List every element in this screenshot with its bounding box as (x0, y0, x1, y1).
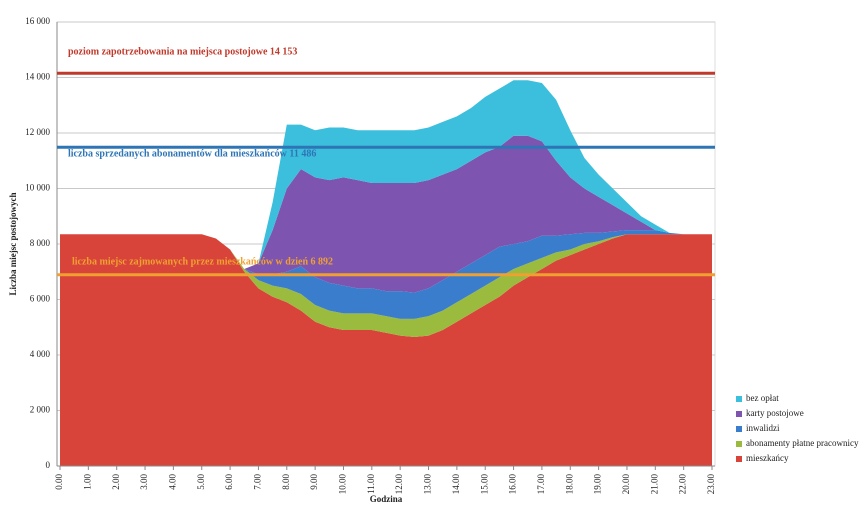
y-tick-label: 12 000 (25, 127, 50, 137)
y-tick-label: 2 000 (30, 405, 51, 415)
area (60, 234, 712, 337)
legend-swatch (736, 411, 742, 417)
area (60, 135, 712, 293)
reference-label: liczba sprzedanych abonamentów dla miesz… (68, 148, 316, 159)
x-tick-label: 18.00 (564, 474, 574, 495)
x-tick-label: 23.00 (706, 474, 716, 495)
y-tick-label: 6 000 (30, 294, 51, 304)
x-tick-label: 9.00 (309, 474, 319, 490)
x-tick-label: 7.00 (252, 474, 262, 490)
legend-label: abonamenty płatne pracownicy (746, 438, 859, 448)
reference-label: liczba miejsc zajmowanych przez mieszkań… (72, 256, 333, 267)
x-axis-title: Godzina (370, 494, 403, 504)
x-tick-label: 19.00 (593, 474, 603, 495)
x-tick-label: 6.00 (224, 474, 234, 490)
area (60, 80, 712, 269)
legend-swatch (736, 396, 742, 402)
x-tick-label: 22.00 (678, 474, 688, 495)
legend-label: karty postojowe (746, 408, 804, 418)
legend-swatch (736, 426, 742, 432)
legend-label: inwalidzi (746, 423, 780, 433)
y-tick-label: 0 (46, 460, 51, 470)
legend-swatch (736, 441, 742, 447)
x-tick-label: 2.00 (111, 474, 121, 490)
x-tick-label: 10.00 (338, 474, 348, 495)
x-tick-label: 1.00 (82, 474, 92, 490)
y-tick-label: 14 000 (25, 72, 50, 82)
y-tick-label: 8 000 (30, 238, 51, 248)
x-tick-label: 15.00 (479, 474, 489, 495)
x-tick-label: 4.00 (167, 474, 177, 490)
area (60, 230, 712, 319)
x-tick-label: 3.00 (139, 474, 149, 490)
x-tick-label: 8.00 (281, 474, 291, 490)
y-tick-label: 10 000 (25, 183, 50, 193)
y-axis-title: Liczba miejsc postojowych (8, 193, 18, 296)
legend-label: bez opłat (746, 393, 779, 403)
x-tick-label: 0.00 (54, 474, 64, 490)
x-tick-label: 12.00 (394, 474, 404, 495)
x-tick-label: 17.00 (536, 474, 546, 495)
x-tick-label: 14.00 (451, 474, 461, 495)
x-tick-label: 21.00 (649, 474, 659, 495)
x-tick-label: 13.00 (423, 474, 433, 495)
x-tick-label: 11.00 (366, 474, 376, 494)
y-tick-label: 4 000 (30, 349, 51, 359)
reference-label: poziom zapotrzebowania na miejsca postoj… (68, 46, 297, 57)
x-tick-label: 20.00 (621, 474, 631, 495)
area (60, 234, 712, 466)
y-tick-label: 16 000 (25, 16, 50, 26)
legend-label: mieszkańcy (746, 453, 789, 463)
x-tick-label: 16.00 (508, 474, 518, 495)
legend-swatch (736, 456, 742, 462)
x-tick-label: 5.00 (196, 474, 206, 490)
